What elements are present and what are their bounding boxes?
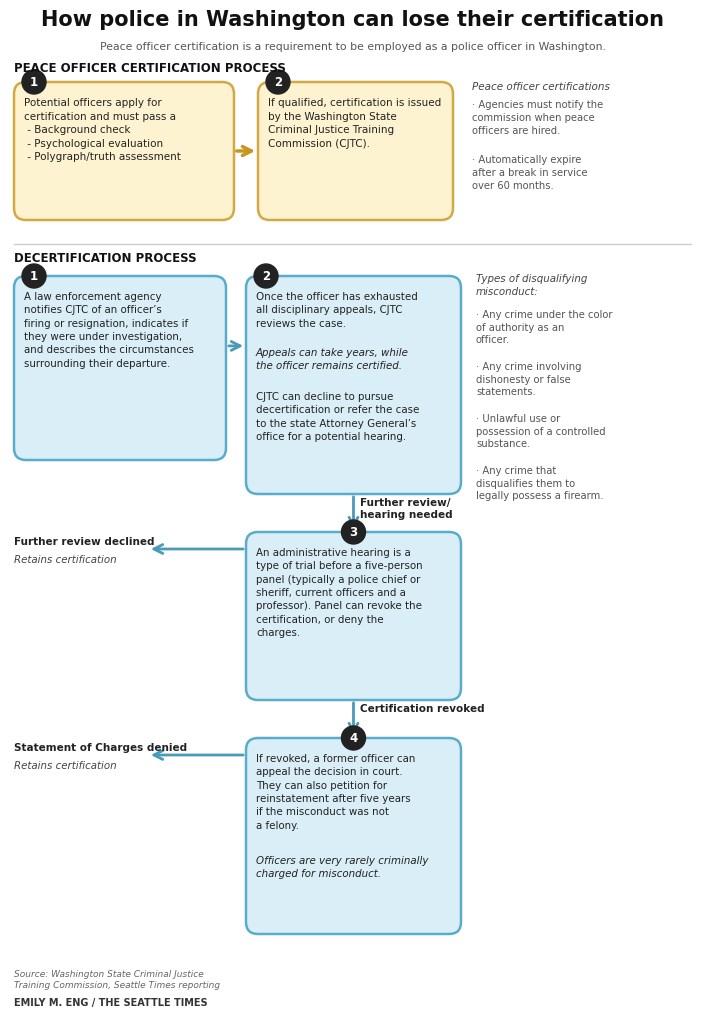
- Circle shape: [341, 726, 365, 750]
- Text: A law enforcement agency
notifies CJTC of an officer’s
firing or resignation, in: A law enforcement agency notifies CJTC o…: [24, 292, 194, 369]
- Text: If revoked, a former officer can
appeal the decision in court.
They can also pet: If revoked, a former officer can appeal …: [256, 754, 415, 830]
- FancyBboxPatch shape: [246, 276, 461, 494]
- Text: If qualified, certification is issued
by the Washington State
Criminal Justice T: If qualified, certification is issued by…: [268, 98, 441, 148]
- Text: CJTC can decline to pursue
decertification or refer the case
to the state Attorn: CJTC can decline to pursue decertificati…: [256, 392, 419, 442]
- Text: Retains certification: Retains certification: [14, 761, 116, 771]
- Text: An administrative hearing is a
type of trial before a five-person
panel (typical: An administrative hearing is a type of t…: [256, 548, 422, 638]
- Text: 2: 2: [262, 269, 270, 283]
- Text: · Agencies must notify the
commission when peace
officers are hired.: · Agencies must notify the commission wh…: [472, 100, 603, 135]
- Text: 1: 1: [30, 269, 38, 283]
- FancyBboxPatch shape: [14, 82, 234, 220]
- Text: Types of disqualifying
misconduct:: Types of disqualifying misconduct:: [476, 274, 587, 297]
- Text: 2: 2: [274, 76, 282, 88]
- FancyBboxPatch shape: [14, 276, 226, 460]
- Text: Appeals can take years, while
the officer remains certified.: Appeals can take years, while the office…: [256, 348, 409, 372]
- Text: Further review declined: Further review declined: [14, 537, 154, 547]
- Text: · Any crime under the color
of authority as an
officer.: · Any crime under the color of authority…: [476, 310, 613, 345]
- Text: Further review/
hearing needed: Further review/ hearing needed: [360, 498, 452, 520]
- Text: Statement of Charges denied: Statement of Charges denied: [14, 743, 187, 753]
- Text: · Any crime that
disqualifies them to
legally possess a firearm.: · Any crime that disqualifies them to le…: [476, 466, 603, 501]
- FancyBboxPatch shape: [258, 82, 453, 220]
- Text: Peace officer certifications: Peace officer certifications: [472, 82, 610, 92]
- Circle shape: [266, 70, 290, 94]
- Circle shape: [22, 70, 46, 94]
- Text: Certification revoked: Certification revoked: [360, 705, 484, 714]
- Text: · Automatically expire
after a break in service
over 60 months.: · Automatically expire after a break in …: [472, 155, 588, 190]
- Text: Once the officer has exhausted
all disciplinary appeals, CJTC
reviews the case.: Once the officer has exhausted all disci…: [256, 292, 418, 329]
- Text: EMILY M. ENG / THE SEATTLE TIMES: EMILY M. ENG / THE SEATTLE TIMES: [14, 998, 208, 1008]
- Text: PEACE OFFICER CERTIFICATION PROCESS: PEACE OFFICER CERTIFICATION PROCESS: [14, 62, 286, 75]
- Text: Potential officers apply for
certification and must pass a
 - Background check
 : Potential officers apply for certificati…: [24, 98, 181, 163]
- Text: Source: Washington State Criminal Justice
Training Commission, Seattle Times rep: Source: Washington State Criminal Justic…: [14, 970, 220, 990]
- Circle shape: [254, 264, 278, 288]
- FancyBboxPatch shape: [246, 738, 461, 934]
- Text: · Any crime involving
dishonesty or false
statements.: · Any crime involving dishonesty or fals…: [476, 362, 582, 397]
- Text: 4: 4: [350, 731, 357, 744]
- Text: Retains certification: Retains certification: [14, 555, 116, 565]
- Text: Peace officer certification is a requirement to be employed as a police officer : Peace officer certification is a require…: [99, 42, 606, 52]
- Text: 1: 1: [30, 76, 38, 88]
- Text: How police in Washington can lose their certification: How police in Washington can lose their …: [41, 10, 664, 30]
- FancyBboxPatch shape: [246, 532, 461, 700]
- Text: Officers are very rarely criminally
charged for misconduct.: Officers are very rarely criminally char…: [256, 856, 429, 880]
- Text: DECERTIFICATION PROCESS: DECERTIFICATION PROCESS: [14, 252, 197, 265]
- Circle shape: [341, 520, 365, 544]
- Circle shape: [22, 264, 46, 288]
- Text: 3: 3: [350, 525, 357, 539]
- Text: · Unlawful use or
possession of a controlled
substance.: · Unlawful use or possession of a contro…: [476, 414, 606, 450]
